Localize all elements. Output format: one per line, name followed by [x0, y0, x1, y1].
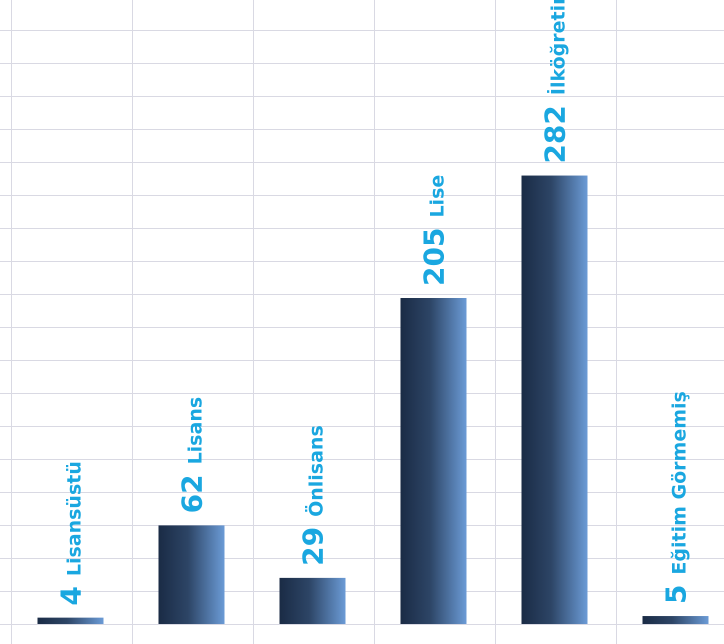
category-label: Lisans: [185, 397, 207, 465]
value-label: 62: [176, 474, 209, 513]
value-label: 5: [660, 585, 693, 604]
data-labels: 4 Lisansüstü 62 Lisans 29 Önlisans 205 Lise 282 İ…: [55, 0, 693, 606]
bar-4: [521, 175, 588, 625]
value-label: 205: [418, 228, 451, 286]
data-label-2: 29 Önlisans: [297, 425, 330, 566]
value-label: 282: [539, 105, 572, 163]
data-label-1: 62 Lisans: [176, 397, 209, 514]
bar-3: [400, 298, 467, 624]
category-label: Önlisans: [304, 425, 328, 517]
bar-0: [37, 617, 104, 624]
value-label: 4: [55, 586, 88, 605]
bar-1: [158, 525, 225, 624]
data-label-3: 205 Lise: [418, 175, 451, 286]
category-label: Eğitim Görmemiş: [669, 391, 691, 574]
data-label-5: 5 Eğitim Görmemiş: [660, 391, 693, 604]
bar-2: [279, 577, 346, 624]
value-label: 29: [297, 527, 330, 566]
category-label: Lisansüstü: [64, 461, 86, 576]
bars: [37, 175, 709, 625]
bar-5: [642, 616, 709, 624]
category-label: Lise: [427, 175, 449, 218]
data-label-0: 4 Lisansüstü: [55, 461, 88, 606]
category-label: İlköğretim: [546, 0, 570, 95]
data-label-4: 282 İlköğretim: [539, 0, 572, 164]
